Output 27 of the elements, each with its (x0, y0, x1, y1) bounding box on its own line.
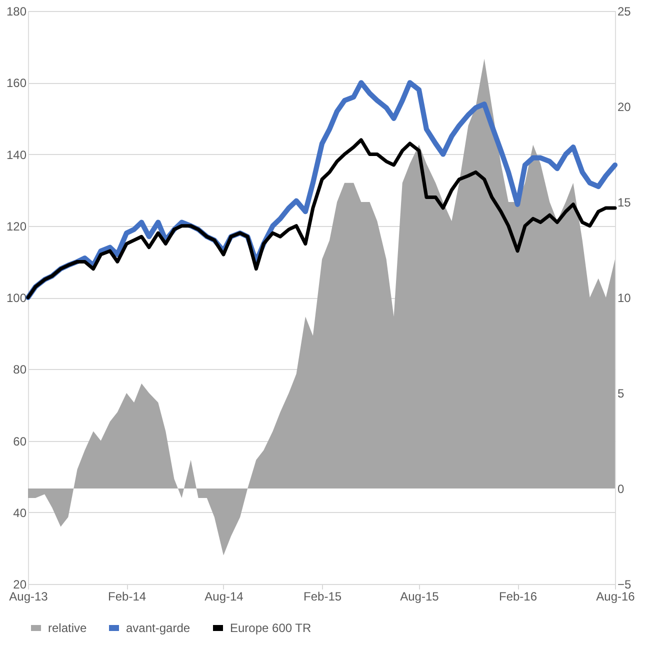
y2-tick-label: 0 (618, 482, 624, 496)
y2-tick-label: 15 (618, 196, 632, 210)
x-tick-label: Aug-15 (400, 590, 440, 604)
y-tick-label: 40 (13, 506, 27, 520)
x-tick-label: Aug-16 (596, 590, 636, 604)
legend-label: avant-garde (126, 621, 190, 635)
y2-tick-label: 10 (618, 291, 632, 305)
y-tick-label: 60 (13, 434, 27, 448)
y2-tick-label: −5 (618, 578, 632, 592)
legend-label: relative (48, 621, 88, 635)
y2-tick-label: 5 (618, 386, 624, 400)
y-tick-label: 100 (6, 291, 27, 305)
x-tick-label: Aug-14 (204, 590, 244, 604)
y2-tick-label: 20 (618, 100, 632, 114)
x-tick-label: Feb-15 (304, 590, 342, 604)
y-tick-label: 180 (6, 4, 27, 18)
y-tick-label: 140 (6, 148, 27, 162)
legend-label: Europe 600 TR (230, 621, 312, 635)
y2-tick-label: 25 (618, 4, 632, 18)
x-tick-label: Feb-16 (499, 590, 538, 604)
y-tick-label: 20 (13, 578, 27, 592)
x-tick-label: Aug-13 (9, 590, 48, 604)
line-series (26, 138, 617, 300)
y-tick-label: 80 (13, 362, 27, 377)
y-tick-label: 120 (6, 219, 27, 234)
x-tick-label: Feb-14 (108, 590, 146, 604)
y-tick-label: 160 (6, 76, 27, 90)
